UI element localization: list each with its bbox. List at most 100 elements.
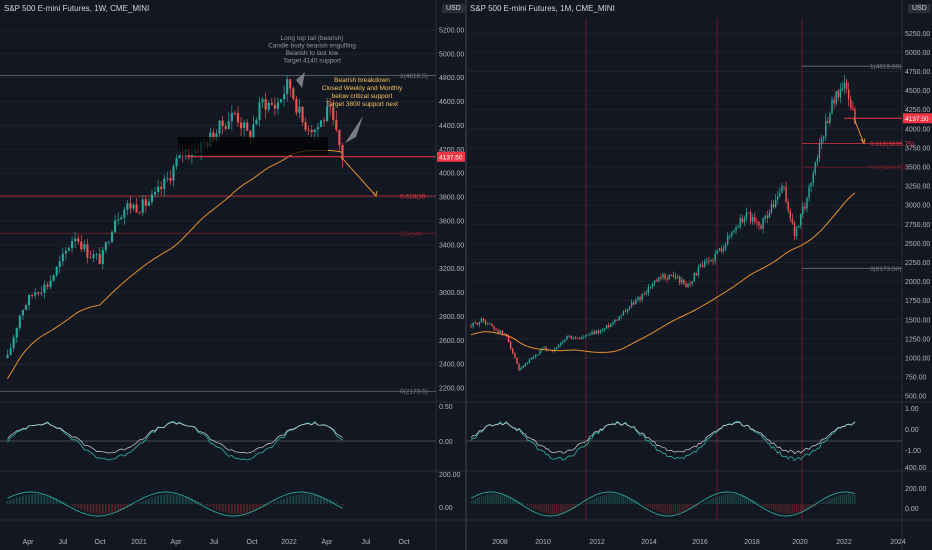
histogram-bar: [335, 502, 338, 504]
candle-body: [316, 126, 319, 130]
pointer-arrow-lower: [345, 116, 363, 143]
histogram-bar: [585, 502, 587, 504]
histogram-bar: [304, 494, 307, 504]
histogram-bar: [104, 504, 107, 514]
monthly-chart-canvas[interactable]: 500.00 750.00 1000.00 1250.00 1500.00 1750.00…: [466, 0, 932, 550]
candle-body: [169, 178, 172, 181]
candle-body: [505, 333, 508, 336]
upper-annotation-line: Candle body bearish engulfing: [268, 43, 356, 50]
histogram-bar: [581, 504, 583, 505]
histogram-bar: [28, 494, 30, 504]
monthly-currency-label: USD: [908, 4, 931, 13]
monthly-chart-panel[interactable]: 500.00 750.00 1000.00 1250.00 1500.00 1750.00…: [466, 0, 932, 550]
histogram-bar: [221, 504, 224, 512]
histogram-bar: [187, 497, 190, 504]
candle-body: [279, 99, 283, 103]
candle-body: [160, 186, 163, 189]
candle-body: [779, 193, 781, 197]
candle-body: [335, 119, 338, 130]
candle-body: [827, 120, 829, 124]
histogram-bar: [543, 504, 545, 513]
candle-body: [286, 79, 289, 94]
histogram-bar: [218, 504, 221, 511]
candle-body: [580, 337, 583, 340]
histogram-bar: [712, 498, 714, 504]
candle-body: [739, 218, 741, 228]
candle-body: [835, 91, 837, 104]
panel-divider[interactable]: [465, 0, 467, 550]
oscillator-slow-line: [7, 421, 343, 454]
candle-body: [516, 357, 518, 364]
candle-body: [758, 222, 760, 226]
histogram-bar: [649, 504, 652, 509]
lower-annotation-line: Target 3800 support next: [326, 101, 398, 108]
candle-body: [774, 199, 777, 208]
y-tick-label: 4400.00: [439, 123, 464, 130]
weekly-chart-panel[interactable]: 2200.00 2400.00 2600.00 2800.00 3000.00 3200.…: [0, 0, 466, 550]
candle-body: [737, 227, 739, 229]
histogram-bar: [495, 494, 497, 504]
x-tick-label: Jul: [362, 539, 371, 546]
candle-body: [230, 112, 233, 122]
histogram-bar: [758, 503, 760, 504]
histogram-bar: [795, 504, 798, 514]
histogram-bar: [74, 504, 77, 507]
candle-body: [693, 272, 696, 282]
histogram-bar: [123, 504, 126, 510]
candle-body: [474, 322, 476, 324]
candle-body: [545, 347, 547, 351]
candle-body: [818, 143, 821, 159]
histogram-bar: [77, 504, 80, 509]
histogram-bar: [722, 494, 725, 504]
histogram-bar: [570, 504, 572, 511]
y-tick-label: 4200.00: [439, 147, 464, 154]
candle-body: [804, 206, 806, 209]
candle-body: [695, 272, 698, 276]
histogram-bar: [535, 504, 537, 510]
candle-body: [150, 194, 154, 202]
histogram-bar: [687, 504, 689, 511]
candle-body: [749, 212, 752, 222]
candle-body: [799, 214, 802, 226]
candle-body: [691, 281, 693, 284]
candle-body: [595, 330, 597, 335]
histogram-bar: [601, 495, 604, 504]
histogram-bar: [708, 500, 710, 504]
histogram-bar: [83, 504, 86, 511]
histogram-bar: [593, 498, 595, 504]
histogram-bar: [656, 504, 658, 511]
candle-body: [92, 254, 95, 258]
candle-body: [731, 232, 733, 236]
candle-body: [480, 318, 483, 323]
histogram-bar: [777, 504, 779, 512]
histogram-bar: [781, 504, 783, 514]
histogram-bar: [12, 498, 15, 504]
candle-body: [530, 357, 533, 360]
histogram-bar: [848, 494, 850, 504]
histogram-bar: [793, 504, 796, 514]
histogram-bar: [770, 504, 773, 510]
histogram-bar: [716, 496, 718, 504]
candle-body: [509, 342, 512, 349]
x-tick-label: Oct: [247, 539, 258, 546]
histogram-bar: [497, 494, 499, 504]
candle-body: [618, 316, 620, 321]
histogram-bar: [117, 504, 120, 512]
moving-average-line: [7, 150, 343, 379]
x-tick-label: Oct: [399, 539, 410, 546]
candle-body: [668, 275, 670, 280]
histogram-bar: [620, 494, 622, 504]
x-tick-label: 2022: [836, 539, 852, 546]
histogram-bar: [487, 494, 489, 504]
candle-body: [489, 323, 491, 325]
candle-body: [141, 199, 144, 213]
weekly-chart-canvas[interactable]: 2200.00 2400.00 2600.00 2800.00 3000.00 3200.…: [0, 0, 466, 550]
histogram-bar: [283, 498, 286, 504]
candle-body: [487, 323, 489, 325]
lower-annotation-line: Bearish breakdown: [334, 77, 390, 84]
candle-body: [643, 293, 645, 295]
histogram-bar: [747, 498, 750, 504]
candle-body: [329, 106, 332, 107]
histogram-bar: [820, 502, 823, 504]
candle-body: [639, 297, 641, 300]
